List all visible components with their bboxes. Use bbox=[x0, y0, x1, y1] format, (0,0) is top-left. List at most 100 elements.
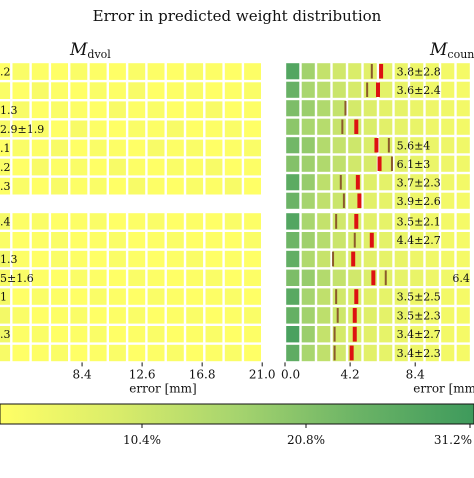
heatmap-cell bbox=[109, 120, 126, 138]
heatmap-cell bbox=[51, 82, 68, 99]
row-label: 1.3 bbox=[0, 253, 18, 266]
heatmap-cell bbox=[186, 177, 204, 195]
heatmap-cell bbox=[244, 344, 261, 362]
x-axis-label: error [mm] bbox=[413, 381, 474, 395]
heatmap-cell bbox=[244, 63, 261, 80]
heatmap-cell bbox=[301, 269, 315, 286]
heatmap-cell bbox=[317, 100, 331, 117]
panels: Mdvol.21.32.9±1.9.1.2.3Mcount3.8±2.83.6±… bbox=[0, 40, 474, 395]
heatmap-cell bbox=[31, 101, 49, 119]
heatmap-cell bbox=[166, 158, 184, 176]
heatmap-cell bbox=[286, 118, 300, 135]
heatmap-cell bbox=[147, 213, 165, 230]
heatmap-cell bbox=[89, 232, 107, 249]
heatmap-cell bbox=[332, 213, 346, 230]
row-label: 3.5±2.1 bbox=[397, 215, 441, 228]
heatmap-cell bbox=[410, 63, 424, 80]
heatmap-cell bbox=[12, 344, 30, 362]
heatmap-cell bbox=[410, 118, 424, 135]
heatmap-cell bbox=[147, 120, 165, 138]
heatmap-cell bbox=[348, 137, 362, 154]
heatmap-cell bbox=[317, 155, 331, 172]
heatmap-cell bbox=[51, 307, 68, 324]
x-tick-label: 12.6 bbox=[129, 367, 156, 381]
heatmap-cell bbox=[51, 177, 68, 195]
heatmap-cell bbox=[0, 326, 11, 343]
heatmap-cell bbox=[89, 158, 107, 176]
heatmap-cell bbox=[244, 177, 261, 195]
heatmap-cell bbox=[224, 120, 242, 138]
heatmap-cell bbox=[31, 158, 49, 176]
heatmap-cell bbox=[224, 288, 242, 305]
heatmap-cell bbox=[332, 155, 346, 172]
heatmap-cell bbox=[332, 250, 346, 268]
heatmap-cell bbox=[394, 81, 408, 98]
heatmap-cell bbox=[186, 269, 204, 286]
heatmap-cell bbox=[0, 120, 11, 138]
heatmap-cell bbox=[147, 288, 165, 305]
heatmap-cell bbox=[31, 139, 49, 157]
mean-marker bbox=[354, 119, 359, 134]
heatmap-cell bbox=[205, 344, 223, 362]
mean-marker bbox=[352, 326, 357, 342]
heatmap-cell bbox=[301, 288, 315, 305]
heatmap-cell bbox=[12, 101, 30, 119]
heatmap-cell bbox=[317, 269, 331, 286]
heatmap-cell bbox=[286, 192, 300, 209]
heatmap-cell bbox=[205, 326, 223, 343]
heatmap-cell bbox=[301, 137, 315, 154]
heatmap-cell bbox=[410, 100, 424, 117]
heatmap-cell bbox=[186, 139, 204, 157]
heatmap-cell bbox=[51, 326, 68, 343]
heatmap-cell bbox=[51, 63, 68, 80]
heatmap-cell bbox=[12, 250, 30, 268]
heatmap-cell bbox=[363, 118, 377, 135]
heatmap-cell bbox=[456, 250, 470, 268]
heatmap-cell bbox=[286, 326, 300, 343]
heatmap-cell bbox=[244, 232, 261, 249]
row-label: 3.6±2.4 bbox=[397, 84, 441, 97]
heatmap-cell bbox=[89, 213, 107, 230]
row-label: .2 bbox=[0, 161, 11, 174]
heatmap-cell bbox=[166, 307, 184, 324]
heatmap-cell bbox=[51, 213, 68, 230]
heatmap-cell bbox=[205, 232, 223, 249]
heatmap-cell bbox=[70, 269, 88, 286]
heatmap-cell bbox=[147, 326, 165, 343]
heatmap-cell bbox=[410, 174, 424, 191]
heatmap-cell bbox=[109, 288, 126, 305]
row-label: 3.4±2.7 bbox=[397, 328, 441, 341]
heatmap-cell bbox=[332, 174, 346, 191]
heatmap-cell bbox=[89, 326, 107, 343]
heatmap-cell bbox=[394, 344, 408, 362]
heatmap-cell bbox=[456, 288, 470, 305]
heatmap-cell bbox=[51, 158, 68, 176]
panel-1: Mdvol .2 1.3 2.9±1.9 .1 .2 .3 bbox=[0, 40, 261, 195]
heatmap-cell bbox=[317, 213, 331, 230]
heatmap-cell bbox=[128, 177, 146, 195]
heatmap-cell bbox=[244, 269, 261, 286]
heatmap-cell bbox=[0, 307, 11, 324]
heatmap-cell bbox=[425, 174, 439, 191]
heatmap-cell bbox=[166, 120, 184, 138]
heatmap-cell bbox=[394, 250, 408, 268]
heatmap-cell bbox=[286, 250, 300, 268]
heatmap-cell bbox=[31, 213, 49, 230]
heatmap-cell bbox=[0, 139, 11, 157]
heatmap-cell bbox=[128, 63, 146, 80]
row-label: 3.4±2.3 bbox=[397, 347, 441, 360]
heatmap-cell bbox=[166, 82, 184, 99]
heatmap-cell bbox=[89, 63, 107, 80]
heatmap-cell bbox=[31, 232, 49, 249]
heatmap-cell bbox=[89, 139, 107, 157]
heatmap-cell bbox=[224, 232, 242, 249]
heatmap-cell bbox=[70, 139, 88, 157]
heatmap-cell bbox=[425, 213, 439, 230]
heatmap-cell bbox=[109, 307, 126, 324]
heatmap-cell bbox=[224, 101, 242, 119]
heatmap-cell bbox=[441, 250, 455, 268]
heatmap-cell bbox=[394, 137, 408, 154]
heatmap-cell bbox=[70, 288, 88, 305]
heatmap-cell bbox=[441, 192, 455, 209]
